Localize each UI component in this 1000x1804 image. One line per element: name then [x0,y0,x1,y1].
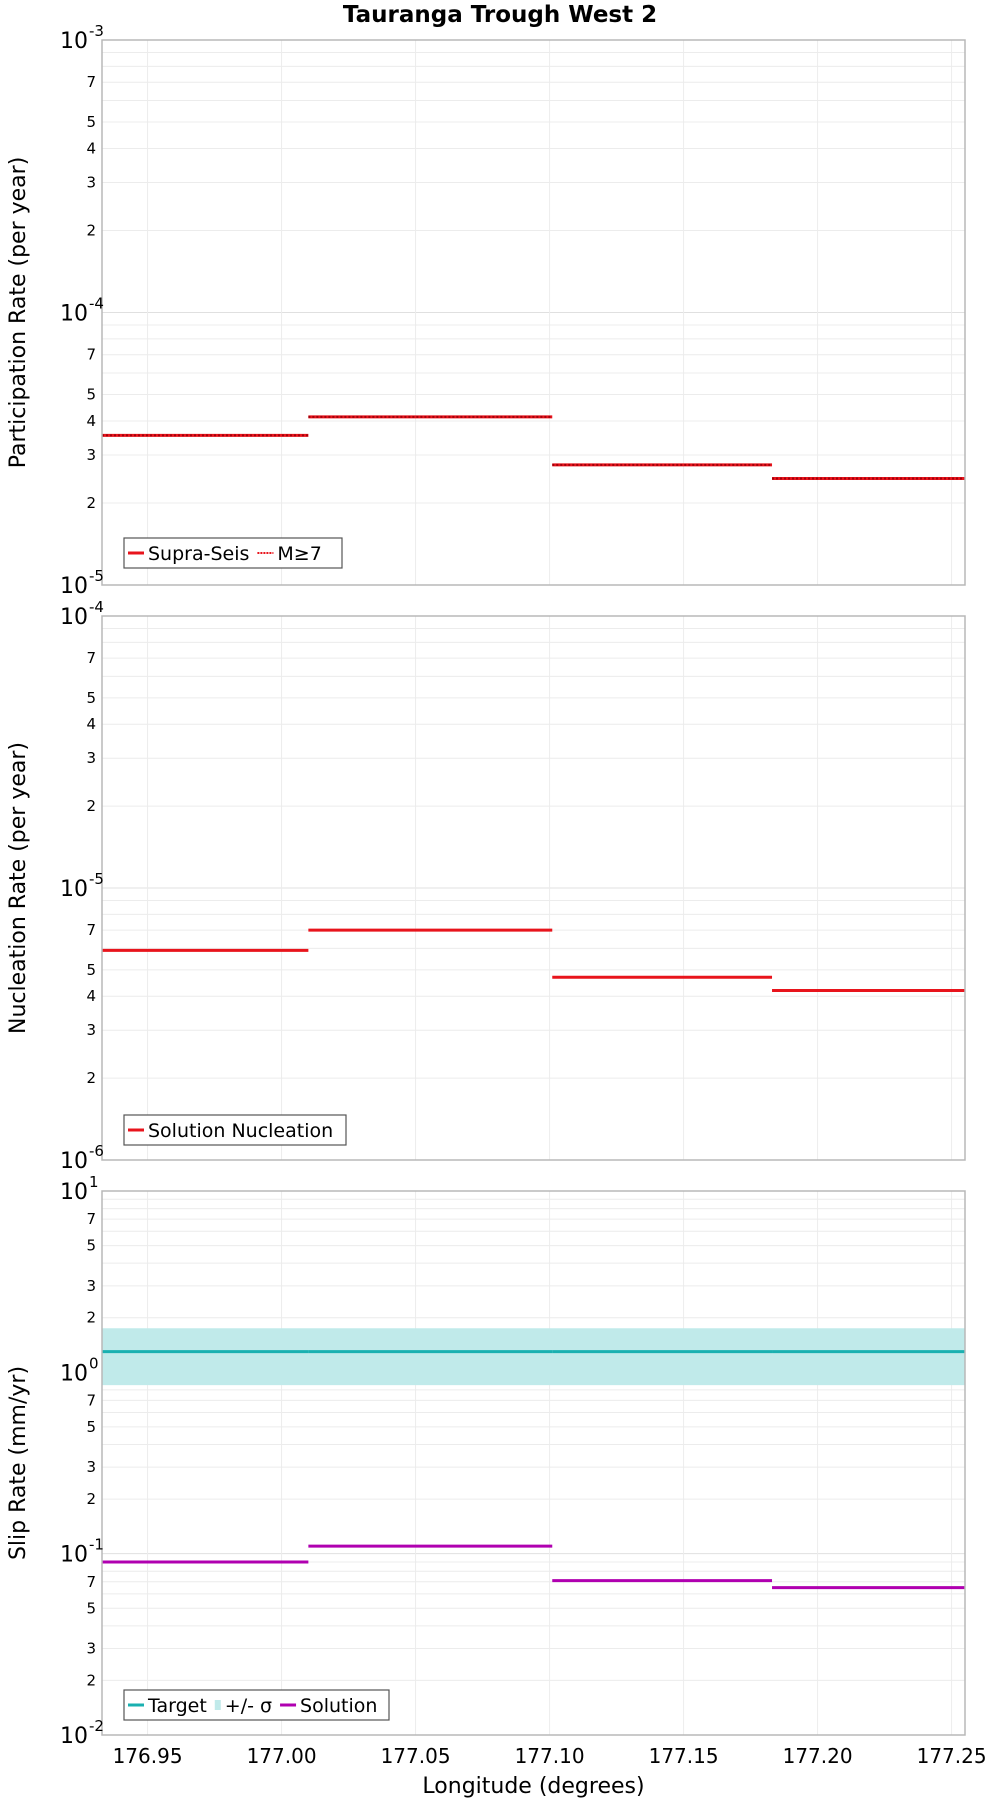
x-tick-label: 177.00 [247,1744,317,1768]
y-tick-label-minor: 5 [86,386,96,404]
y-tick-label-decade: 10 [60,1724,88,1749]
y-axis-label: Slip Rate (mm/yr) [6,1366,31,1560]
y-tick-label-minor: 2 [86,1309,96,1327]
y-tick-label-exponent: -4 [89,295,104,313]
y-tick-label-minor: 5 [86,113,96,131]
legend-label: M≥7 [277,543,321,565]
y-tick-label-decade: 10 [60,29,88,54]
y-tick-label-exponent: -4 [89,598,104,616]
plot-frame [101,1190,966,1736]
y-tick-label-minor: 3 [86,749,96,767]
chart-title: Tauranga Trough West 2 [343,2,657,28]
y-tick-label-minor: 3 [86,1021,96,1039]
y-tick-label-minor: 5 [86,961,96,979]
y-tick-label-minor: 3 [86,1277,96,1295]
legend-label: Target [147,1695,207,1717]
legend-box [123,1689,390,1721]
y-tick-label-minor: 4 [86,987,96,1005]
y-tick-label-minor: 4 [86,139,96,157]
y-tick-label-decade: 10 [60,1180,88,1205]
legend-label: Supra-Seis [148,543,249,565]
legend-label: +/- σ [225,1695,272,1717]
y-tick-label-decade: 10 [60,1361,88,1386]
y-tick-label-minor: 5 [86,1418,96,1436]
y-tick-label-minor: 7 [86,1391,96,1409]
plot-frame [101,615,966,1161]
y-tick-label-decade: 10 [60,574,88,599]
legend-box [123,537,343,569]
y-tick-label-exponent: -5 [89,870,104,888]
y-tick-label-minor: 5 [86,689,96,707]
y-tick-label-minor: 7 [86,649,96,667]
y-tick-label-decade: 10 [60,1149,88,1174]
y-tick-label-decade: 10 [60,302,88,327]
x-axis-label: Longitude (degrees) [422,1774,644,1799]
y-axis-label: Nucleation Rate (per year) [6,742,31,1034]
y-tick-label-minor: 7 [86,921,96,939]
sigma-band [102,1328,965,1386]
legend-label: Solution [300,1695,377,1717]
x-tick-label: 177.10 [515,1744,585,1768]
y-tick-label-minor: 2 [86,1490,96,1508]
y-tick-label-minor: 4 [86,715,96,733]
x-tick-label: 177.25 [917,1744,987,1768]
y-tick-label-exponent: -3 [89,22,104,40]
y-tick-label-minor: 3 [86,1639,96,1657]
y-tick-label-decade: 10 [60,1543,88,1568]
legend-label: Solution Nucleation [148,1120,333,1142]
y-tick-label-exponent: -1 [89,1536,104,1554]
y-tick-label-decade: 10 [60,877,88,902]
legend-box [123,1114,347,1146]
y-tick-label-minor: 2 [86,1671,96,1689]
y-tick-label-minor: 3 [86,446,96,464]
y-tick-label-exponent: -6 [89,1142,104,1160]
y-tick-label-minor: 2 [86,797,96,815]
y-tick-label-exponent: -2 [89,1717,104,1735]
x-tick-label: 177.20 [783,1744,853,1768]
y-tick-label-minor: 2 [86,494,96,512]
y-tick-label-minor: 3 [86,1458,96,1476]
y-tick-label-exponent: 0 [89,1354,99,1372]
y-tick-label-minor: 7 [86,73,96,91]
y-tick-label-minor: 5 [86,1599,96,1617]
plot-frame [101,39,966,586]
y-tick-label-exponent: -5 [89,567,104,585]
y-tick-label-decade: 10 [60,605,88,630]
x-tick-label: 176.95 [113,1744,183,1768]
y-tick-label-minor: 2 [86,1069,96,1087]
y-tick-label-minor: 7 [86,1210,96,1228]
x-tick-label: 177.15 [649,1744,719,1768]
y-tick-label-minor: 7 [86,1573,96,1591]
y-tick-label-minor: 4 [86,412,96,430]
y-tick-label-minor: 5 [86,1237,96,1255]
y-tick-label-minor: 3 [86,173,96,191]
y-tick-label-exponent: 1 [89,1173,99,1191]
legend-swatch-band [214,1700,221,1710]
y-axis-label: Participation Rate (per year) [6,157,31,469]
y-tick-label-minor: 7 [86,346,96,364]
x-tick-label: 177.05 [381,1744,451,1768]
y-tick-label-minor: 2 [86,221,96,239]
